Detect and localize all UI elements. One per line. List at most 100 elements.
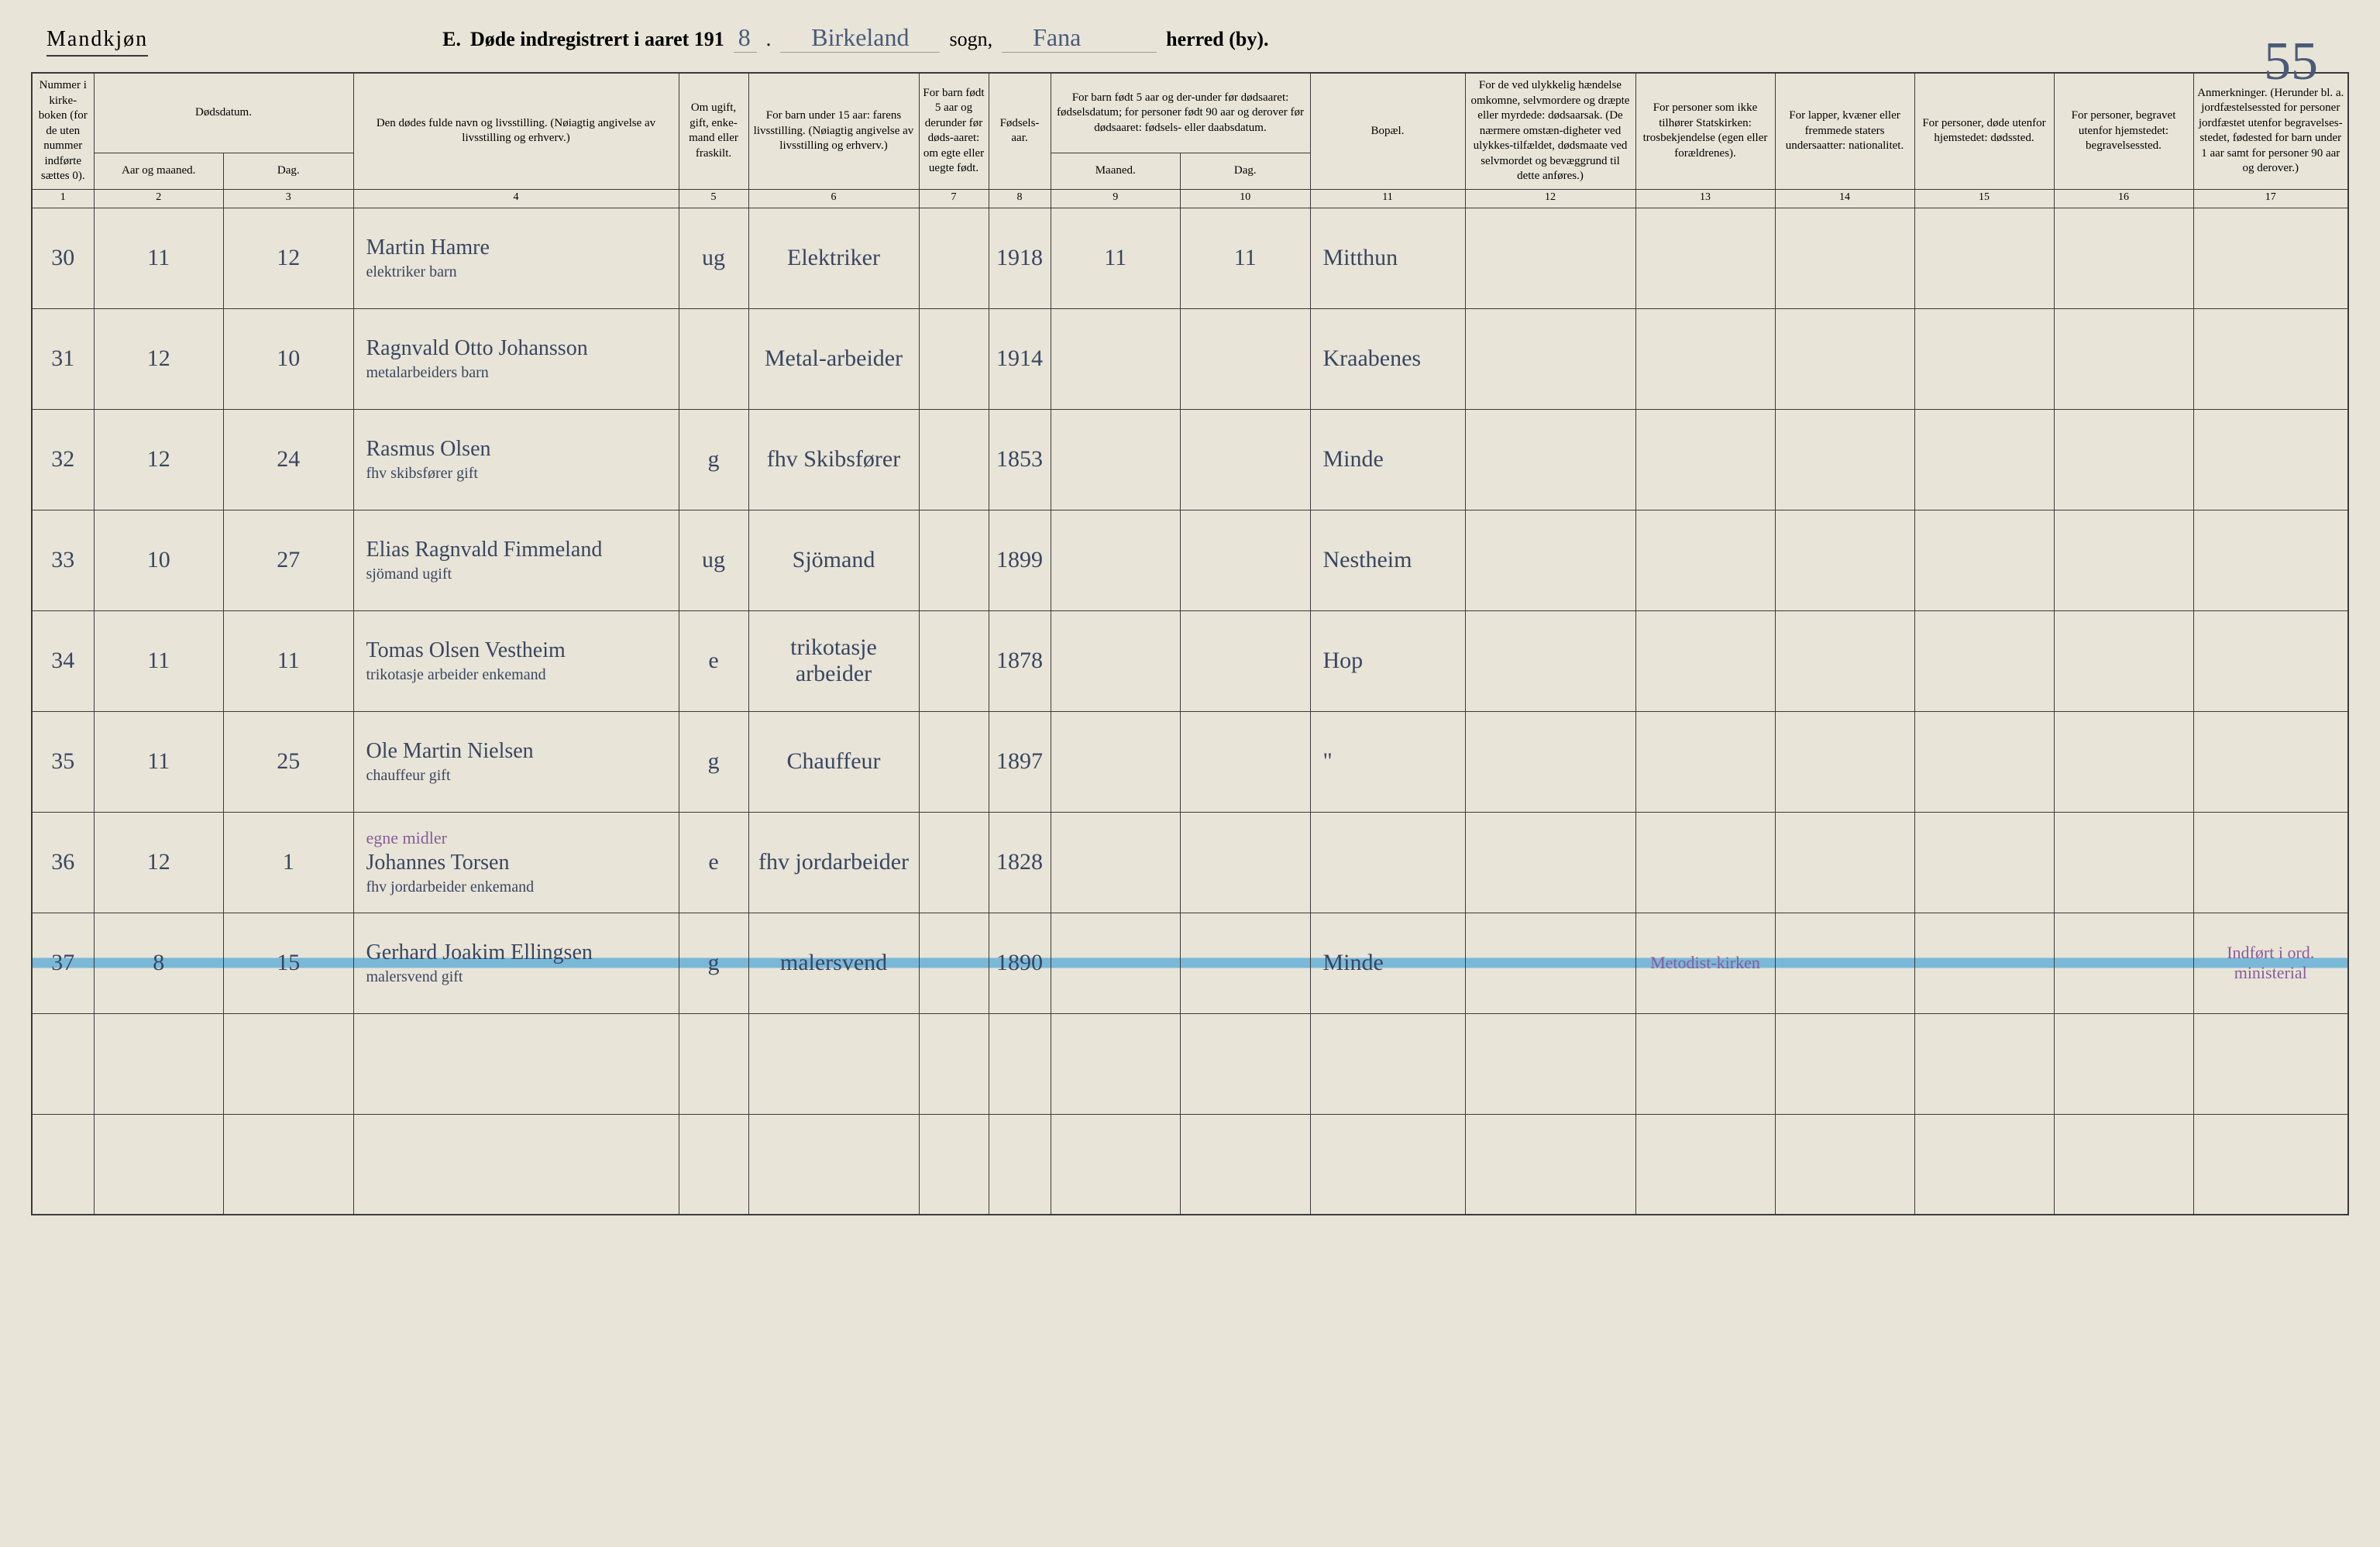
col-header-7: For barn født 5 aar og derunder før døds…: [919, 73, 989, 189]
cell: [1465, 913, 1635, 1013]
cell: 12: [94, 308, 224, 409]
cell: g: [679, 913, 748, 1013]
cell-blank: [679, 1013, 748, 1114]
cell: [1635, 409, 1775, 510]
col-header-5: Om ugift, gift, enke-mand eller fraskilt…: [679, 73, 748, 189]
cell: [1051, 913, 1181, 1013]
table-row: 331027Elias Ragnvald Fimmelandsjömand ug…: [32, 510, 2348, 610]
cell-blank: [1635, 1013, 1775, 1114]
cell: ug: [679, 208, 748, 308]
cell: [919, 610, 989, 711]
column-number: 5: [679, 189, 748, 208]
cell: [1051, 812, 1181, 913]
column-number: 9: [1051, 189, 1181, 208]
cell: [919, 812, 989, 913]
cell: 11: [94, 208, 224, 308]
cell: 12: [94, 409, 224, 510]
cell: [1465, 308, 1635, 409]
cell: Elias Ragnvald Fimmelandsjömand ugift: [353, 510, 679, 610]
table-row: 321224Rasmus Olsenfhv skibsfører giftgfh…: [32, 409, 2348, 510]
cell: [919, 308, 989, 409]
cell: [1051, 711, 1181, 812]
cell: [1635, 812, 1775, 913]
cell: [1914, 711, 2054, 812]
cell: [2054, 308, 2193, 409]
col-header-9: Maaned.: [1051, 153, 1181, 189]
cell: [2193, 208, 2348, 308]
cell: [919, 913, 989, 1013]
cell: [1181, 812, 1311, 913]
title-prefix: E.: [442, 28, 461, 51]
cell: 1853: [989, 409, 1051, 510]
cell: Elektriker: [748, 208, 919, 308]
register-table: Nummer i kirke-boken (for de uten nummer…: [31, 72, 2349, 1215]
page-number: 55: [2264, 31, 2318, 93]
cell: 10: [224, 308, 354, 409]
cell: 1899: [989, 510, 1051, 610]
cell: g: [679, 409, 748, 510]
cell: 10: [94, 510, 224, 610]
cell: Metal-arbeider: [748, 308, 919, 409]
cell: [2054, 208, 2193, 308]
cell-blank: [919, 1013, 989, 1114]
cell: 11: [94, 711, 224, 812]
cell: 36: [32, 812, 94, 913]
cell-blank: [2193, 1114, 2348, 1215]
column-number: 10: [1181, 189, 1311, 208]
cell: ug: [679, 510, 748, 610]
cell: [1914, 409, 2054, 510]
cell: Martin Hamreelektriker barn: [353, 208, 679, 308]
cell: 11: [224, 610, 354, 711]
cell: [2193, 409, 2348, 510]
table-row-blank: [32, 1114, 2348, 1215]
cell-blank: [2054, 1114, 2193, 1215]
cell-blank: [748, 1013, 919, 1114]
cell: [2054, 610, 2193, 711]
column-number-row: 1234567891011121314151617: [32, 189, 2348, 208]
cell: [2054, 510, 2193, 610]
cell: [2054, 812, 2193, 913]
cell: [2193, 610, 2348, 711]
cell: [2054, 409, 2193, 510]
cell: [1775, 510, 1914, 610]
cell: fhv Skibsfører: [748, 409, 919, 510]
cell: [1635, 610, 1775, 711]
cell: [2054, 711, 2193, 812]
table-header: Nummer i kirke-boken (for de uten nummer…: [32, 73, 2348, 208]
cell: [1465, 208, 1635, 308]
cell: g: [679, 711, 748, 812]
cell: [1914, 913, 2054, 1013]
cell: 11: [1181, 208, 1311, 308]
cell: Indført i ord. ministerial: [2193, 913, 2348, 1013]
cell: 34: [32, 610, 94, 711]
table-row: 36121egne midlerJohannes Torsenfhv jorda…: [32, 812, 2348, 913]
col-header-16: For personer, begravet utenfor hjemstede…: [2054, 73, 2193, 189]
table-row: 311210Ragnvald Otto Johanssonmetalarbeid…: [32, 308, 2348, 409]
cell-blank: [919, 1114, 989, 1215]
cell-blank: [2054, 1013, 2193, 1114]
cell-blank: [989, 1013, 1051, 1114]
cell-blank: [32, 1013, 94, 1114]
cell: [1635, 510, 1775, 610]
col-header-6: For barn under 15 aar: farens livsstilli…: [748, 73, 919, 189]
year-suffix: 8: [734, 23, 757, 53]
cell: [919, 409, 989, 510]
cell-blank: [1465, 1013, 1635, 1114]
sogn-value: Birkeland: [780, 23, 940, 53]
cell: 11: [1051, 208, 1181, 308]
cell: fhv jordarbeider: [748, 812, 919, 913]
cell: 1878: [989, 610, 1051, 711]
col-header-1: Nummer i kirke-boken (for de uten nummer…: [32, 73, 94, 189]
cell-blank: [94, 1114, 224, 1215]
cell: 1890: [989, 913, 1051, 1013]
column-number: 12: [1465, 189, 1635, 208]
cell: [1465, 711, 1635, 812]
cell: 25: [224, 711, 354, 812]
cell: [2193, 510, 2348, 610]
cell: [1465, 610, 1635, 711]
herred-value: Fana: [1002, 23, 1157, 53]
page-header: Mandkjøn E. Døde indregistrert i aaret 1…: [31, 23, 2349, 57]
column-number: 14: [1775, 189, 1914, 208]
cell: [1914, 510, 2054, 610]
cell: [1181, 610, 1311, 711]
